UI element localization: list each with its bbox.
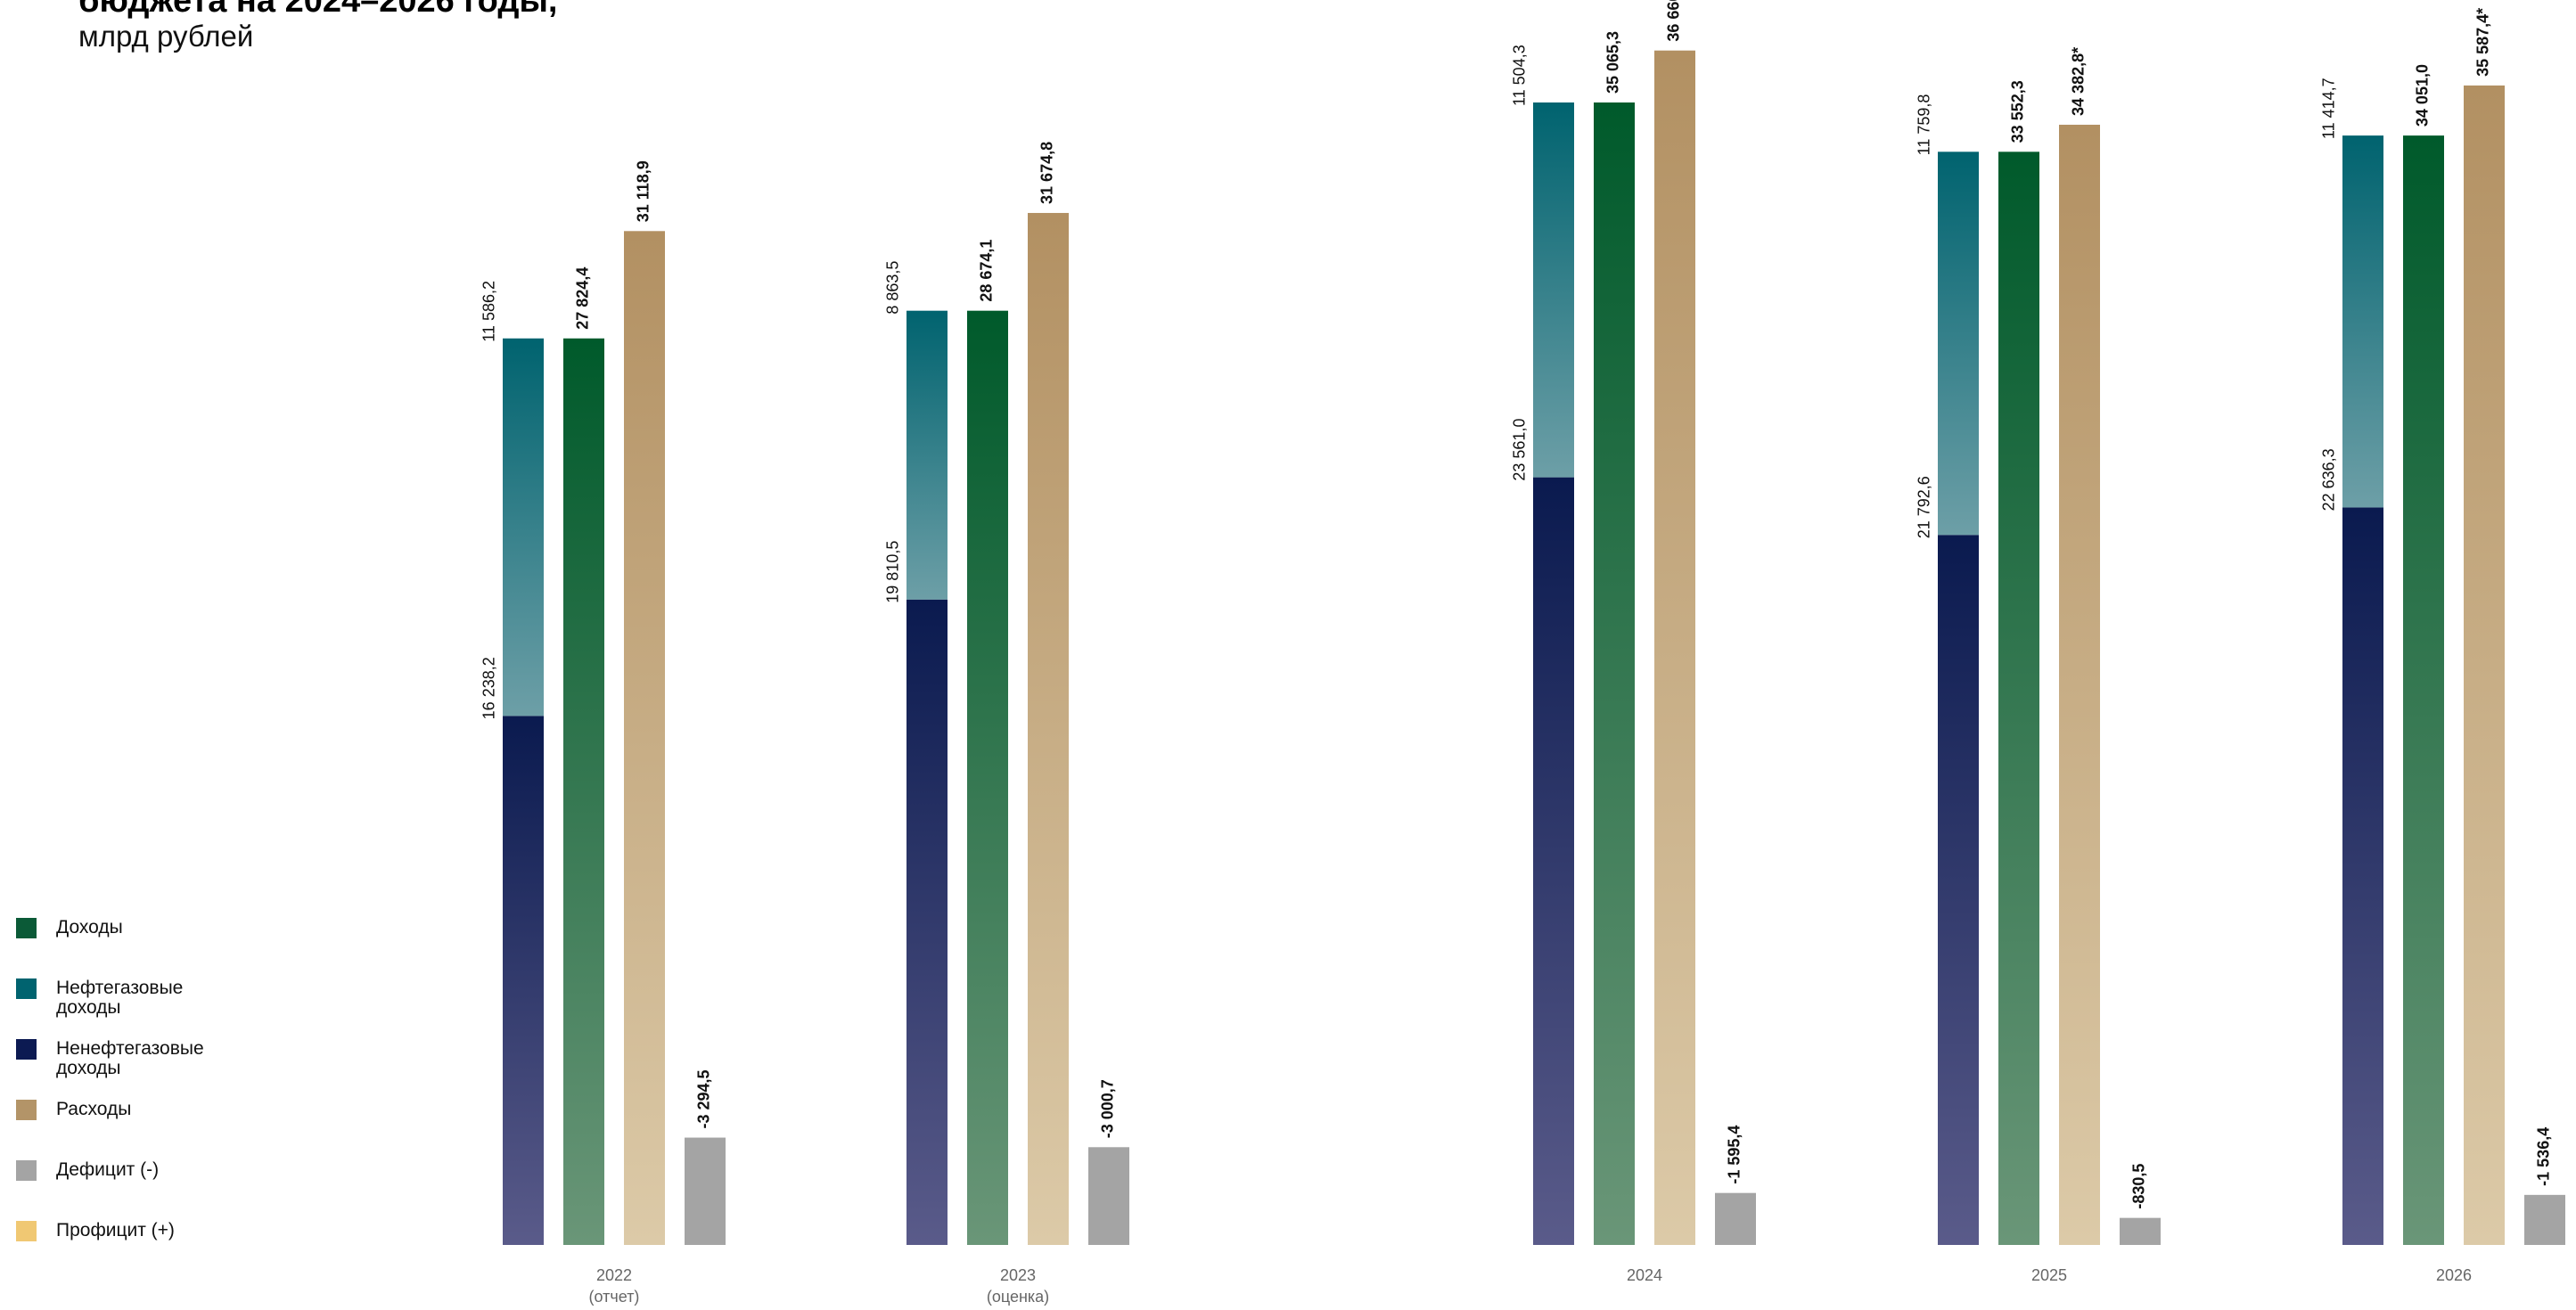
bar-oilgas-2024	[1533, 102, 1574, 478]
bar-deficit-2023	[1088, 1147, 1129, 1245]
bar-income-2024	[1594, 102, 1635, 1245]
bar-nonoil-2026	[2342, 507, 2383, 1245]
legend-label-oilgas: Нефтегазовые доходы	[56, 978, 184, 1018]
bar-nonoil-2023	[907, 599, 948, 1245]
legend-swatch-income	[16, 918, 37, 938]
label-oilgas-2024: 11 504,3	[1511, 45, 1529, 106]
bar-income-2025	[1998, 151, 2039, 1246]
legend-swatch-nonoil	[16, 1039, 37, 1060]
bar-income-2022	[563, 338, 604, 1245]
label-income-2026: 34 051,0	[2414, 64, 2432, 127]
x-note-2023: (оценка)	[987, 1288, 1049, 1306]
label-income-2025: 33 552,3	[2009, 80, 2027, 143]
legend-swatch-expense	[16, 1100, 37, 1120]
x-tick-2022: 2022	[596, 1266, 632, 1284]
x-tick-2024: 2024	[1627, 1266, 1662, 1284]
label-deficit-2025: -830,5	[2130, 1164, 2148, 1209]
label-expense-2026: 35 587,4*	[2474, 8, 2492, 77]
bars-layer: 16 238,2 11 586,2 27 824,4 31 118,9 -3 294,5…	[480, 0, 2565, 1306]
label-oilgas-2023: 8 863,5	[884, 261, 902, 315]
x-tick-2026: 2026	[2436, 1266, 2472, 1284]
label-nonoil-2026: 22 636,3	[2320, 448, 2338, 511]
label-income-2022: 27 824,4	[574, 267, 592, 330]
label-expense-2025: 34 382,8*	[2070, 47, 2088, 116]
x-note-2022: (отчет)	[589, 1288, 640, 1306]
bar-expense-2023	[1028, 212, 1069, 1245]
label-nonoil-2024: 23 561,0	[1511, 419, 1529, 481]
bar-oilgas-2023	[907, 310, 948, 600]
bar-deficit-2025	[2120, 1217, 2161, 1245]
legend-label-surplus: Профицит (+)	[56, 1220, 175, 1240]
legend-label-income: Доходы	[56, 917, 123, 937]
chart-subtitle: млрд рублей	[78, 20, 254, 53]
label-oilgas-2022: 11 586,2	[480, 281, 498, 342]
bar-deficit-2022	[685, 1137, 726, 1245]
label-deficit-2026: -1 536,4	[2535, 1127, 2553, 1186]
bar-oilgas-2025	[1938, 151, 1979, 536]
label-expense-2023: 31 674,8	[1038, 142, 1056, 204]
x-tick-2023: 2023	[1000, 1266, 1036, 1284]
bar-nonoil-2022	[503, 716, 544, 1245]
bar-expense-2026	[2464, 85, 2505, 1245]
x-tick-2025: 2025	[2031, 1266, 2067, 1284]
legend-swatch-oilgas	[16, 978, 37, 999]
bar-deficit-2024	[1715, 1192, 1756, 1245]
legend-label-nonoil: Ненефтегазовые доходы	[56, 1038, 204, 1078]
bar-oilgas-2026	[2342, 135, 2383, 508]
label-income-2023: 28 674,1	[978, 240, 996, 302]
bar-expense-2022	[624, 231, 665, 1246]
label-oilgas-2025: 11 759,8	[1916, 94, 1933, 156]
chart-title: бюджета на 2024–2026 годы,	[78, 0, 558, 20]
label-income-2024: 35 065,3	[1604, 31, 1622, 94]
label-deficit-2022: -3 294,5	[695, 1069, 713, 1128]
label-expense-2022: 31 118,9	[635, 160, 652, 222]
bar-expense-2025	[2059, 124, 2100, 1245]
legend-label-deficit: Дефицит (-)	[56, 1159, 160, 1180]
label-deficit-2023: -3 000,7	[1099, 1079, 1117, 1138]
bar-nonoil-2025	[1938, 535, 1979, 1245]
bar-income-2026	[2403, 135, 2444, 1245]
label-nonoil-2023: 19 810,5	[884, 541, 902, 603]
legend-label-expense: Расходы	[56, 1099, 132, 1119]
legend-swatch-deficit	[16, 1160, 37, 1181]
bar-oilgas-2022	[503, 338, 544, 716]
label-nonoil-2025: 21 792,6	[1916, 476, 1933, 538]
legend-swatch-surplus	[16, 1221, 37, 1241]
label-oilgas-2026: 11 414,7	[2320, 78, 2338, 139]
bar-income-2023	[967, 310, 1008, 1245]
label-nonoil-2022: 16 238,2	[480, 657, 498, 719]
bar-expense-2024	[1654, 50, 1695, 1245]
label-expense-2024: 36 660,7	[1665, 0, 1683, 42]
label-deficit-2024: -1 595,4	[1726, 1126, 1743, 1184]
bar-nonoil-2024	[1533, 477, 1574, 1245]
bar-deficit-2026	[2524, 1194, 2565, 1245]
